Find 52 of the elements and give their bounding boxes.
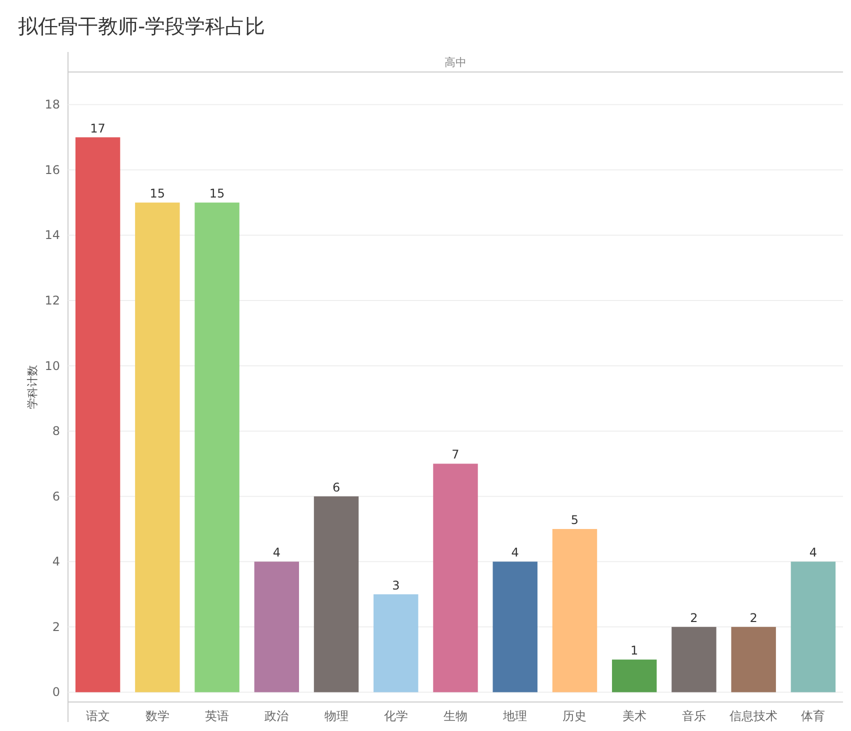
bar <box>492 562 538 692</box>
data-label: 2 <box>690 610 698 625</box>
x-tick-label: 体育 <box>801 709 826 723</box>
x-tick-label: 物理 <box>324 709 348 723</box>
x-tick-label: 政治 <box>264 709 289 723</box>
data-label: 5 <box>570 512 579 527</box>
bar <box>552 528 598 692</box>
data-label: 1 <box>630 644 638 658</box>
x-tick-label: 语文 <box>86 709 110 723</box>
y-tick-label: 12 <box>44 293 60 308</box>
y-tick-label: 4 <box>52 554 60 569</box>
data-label: 15 <box>150 186 166 201</box>
data-label: 7 <box>452 448 460 462</box>
data-label: 2 <box>750 610 758 625</box>
data-label: 3 <box>392 578 400 592</box>
y-tick-label: 10 <box>44 358 60 373</box>
x-tick-label: 信息技术 <box>730 709 778 723</box>
bar <box>731 626 776 692</box>
x-tick-label: 英语 <box>205 709 230 723</box>
x-tick-label: 音乐 <box>682 709 706 723</box>
y-tick-label: 6 <box>52 489 60 504</box>
bar <box>672 626 716 692</box>
data-label: 4 <box>809 546 818 560</box>
x-tick-label: 地理 <box>502 709 528 723</box>
y-tick-label: 0 <box>52 685 60 700</box>
y-tick-label: 16 <box>44 162 60 177</box>
bar <box>374 594 418 692</box>
chart-title: 拟任骨干教师-学段学科占比 <box>18 14 266 38</box>
data-label: 17 <box>90 121 106 136</box>
bar <box>314 496 359 692</box>
data-label: 6 <box>332 480 340 494</box>
bar <box>433 464 478 692</box>
x-tick-label: 化学 <box>384 709 408 723</box>
y-axis-title: 学科计数 <box>26 365 39 409</box>
bar <box>75 137 120 692</box>
y-tick-label: 8 <box>52 424 60 438</box>
bar <box>194 202 240 692</box>
x-tick-label: 数学 <box>145 709 170 723</box>
data-label: 4 <box>511 546 519 560</box>
x-tick-label: 历史 <box>562 709 587 723</box>
y-tick-label: 18 <box>44 98 60 112</box>
bar <box>790 562 836 692</box>
x-tick-label: 生物 <box>444 709 468 723</box>
bar <box>612 660 657 692</box>
y-tick-label: 2 <box>52 620 60 634</box>
data-label: 4 <box>272 546 280 560</box>
x-tick-label: 美术 <box>622 709 646 723</box>
bar <box>135 202 180 692</box>
data-label: 15 <box>209 186 225 201</box>
y-tick-label: 14 <box>44 228 60 242</box>
bar <box>254 562 300 692</box>
chart-subtitle: 高中 <box>444 56 466 69</box>
